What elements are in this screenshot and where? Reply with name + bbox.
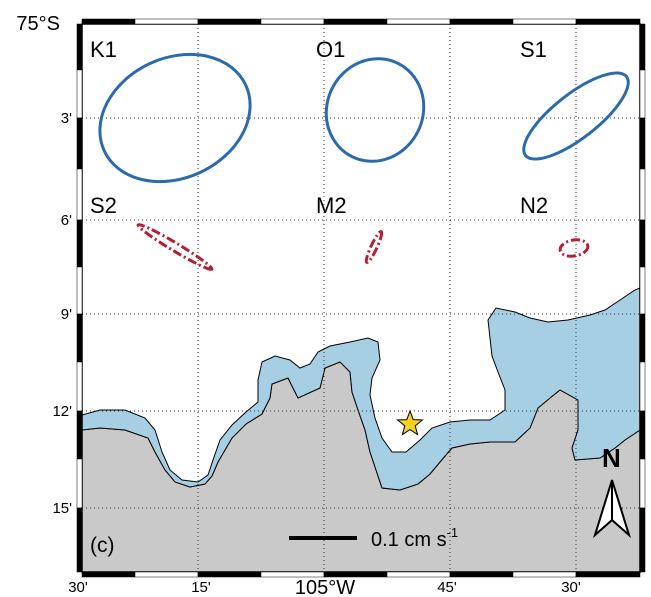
frame-segment: [639, 219, 646, 268]
frame-segment: [76, 219, 83, 268]
star-marker: [396, 409, 424, 436]
frame-segment: [575, 18, 641, 25]
frame-segment: [76, 266, 83, 315]
frame-segment: [76, 117, 83, 170]
frame-segment: [76, 458, 83, 509]
lon-label-15: 15': [191, 579, 211, 596]
panel-label: (c): [90, 534, 115, 557]
frame-segment: [639, 266, 646, 315]
lon-label-30-right: 30': [561, 579, 581, 596]
label-o1: O1: [316, 37, 345, 62]
frame-segment: [639, 507, 646, 573]
frame-segment: [76, 313, 83, 363]
frame-segment: [197, 18, 262, 25]
gridlines: [82, 24, 640, 572]
frame-segment: [76, 410, 83, 460]
frame-segment: [386, 18, 451, 25]
frame-segment: [76, 69, 83, 119]
ellipse-s2: [136, 223, 214, 271]
label-n2: N2: [520, 193, 548, 218]
frame-segment: [639, 313, 646, 363]
ellipse-s1: [522, 71, 630, 161]
semidiurnal-ellipses: [136, 223, 590, 271]
lat-label-75s: 75°S: [16, 13, 60, 35]
label-k1: K1: [90, 37, 117, 62]
frame-segment: [639, 168, 646, 221]
ellipse-o1: [324, 57, 426, 163]
frame-segment: [449, 18, 514, 25]
frame-segment: [197, 571, 262, 578]
lon-label-45: 45': [437, 579, 457, 596]
lat-label-3: 3': [61, 110, 72, 127]
label-s1: S1: [520, 37, 547, 62]
frame-segment: [512, 18, 577, 25]
ellipse-k1: [98, 52, 252, 184]
lat-label-6: 6': [61, 212, 72, 229]
scale-bar-label: 0.1 cm s-1: [371, 525, 458, 551]
label-s2: S2: [90, 193, 117, 218]
frame-segment: [639, 69, 646, 119]
frame-segment: [386, 571, 451, 578]
frame-segment: [639, 410, 646, 460]
frame-ticks: [76, 18, 646, 578]
frame-segment: [449, 571, 514, 578]
north-arrow: N: [592, 443, 632, 539]
north-arrow-right-icon: [611, 479, 632, 539]
frame-segment: [76, 168, 83, 221]
ellipse-n2: [558, 238, 590, 258]
diurnal-ellipses: [98, 52, 630, 184]
frame-segment: [76, 361, 83, 412]
frame-segment: [134, 571, 199, 578]
north-label: N: [602, 443, 621, 473]
frame-segment: [323, 18, 388, 25]
frame-segment: [512, 571, 577, 578]
frame-segment: [639, 458, 646, 509]
lat-label-15: 15': [52, 500, 72, 517]
frame-segment: [639, 361, 646, 412]
frame-segment: [575, 571, 641, 578]
frame-segment: [260, 18, 325, 25]
frame-segment: [639, 23, 646, 71]
frame-segment: [76, 507, 83, 573]
frame-segment: [639, 117, 646, 170]
frame-segment: [134, 18, 199, 25]
lon-label-105w: 105°W: [295, 577, 355, 597]
ice-shelf-water: [81, 287, 641, 491]
frame-segment: [76, 23, 83, 71]
scale-bar: 0.1 cm s-1: [289, 525, 458, 551]
label-m2: M2: [316, 193, 347, 218]
ellipse-m2: [364, 230, 384, 264]
lon-label-30-left: 30': [68, 579, 88, 596]
frame-segment: [81, 571, 136, 578]
lat-label-9: 9': [61, 306, 72, 323]
lat-label-12: 12': [52, 403, 72, 420]
frame-segment: [81, 18, 136, 25]
